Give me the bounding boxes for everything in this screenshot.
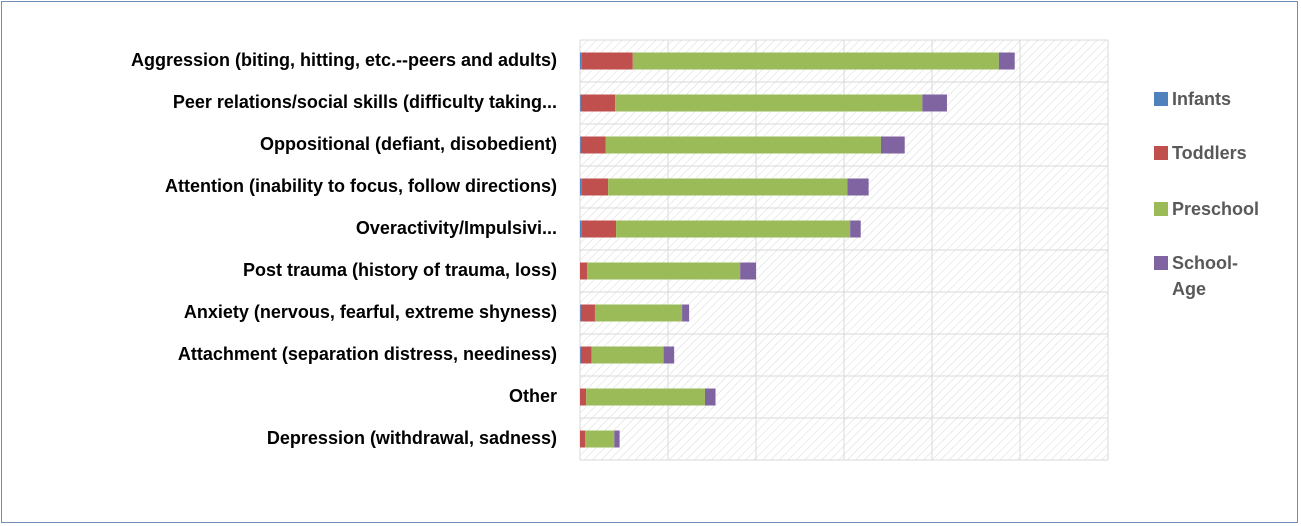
legend-label: Preschool: [1172, 199, 1260, 219]
legend-item: School-Age: [1154, 252, 1244, 302]
category-label: Oppositional (defiant, disobedient): [260, 134, 557, 154]
category-label: Attention (inability to focus, follow di…: [165, 176, 557, 196]
category-label: Overactivity/Impulsivi...: [356, 218, 557, 238]
legend-swatch: [1154, 202, 1168, 216]
bar-segment: [580, 220, 582, 238]
bar-segment: [580, 346, 581, 364]
bar-segment: [581, 220, 617, 238]
bar-segment: [585, 430, 615, 448]
bar-segment: [615, 94, 923, 112]
category-label: Attachment (separation distress, needine…: [178, 344, 557, 364]
bar-segment: [740, 262, 756, 280]
category-label: Aggression (biting, hitting, etc.--peers…: [131, 50, 557, 70]
bar-segment: [580, 346, 592, 364]
legend-swatch: [1154, 146, 1168, 160]
bar-segment: [682, 304, 690, 322]
bar-segment: [922, 94, 947, 112]
bar-segment: [850, 220, 861, 238]
bar-segment: [616, 220, 851, 238]
legend-item: Infants: [1154, 88, 1267, 112]
bar-segment: [580, 52, 582, 70]
bar-segment: [605, 136, 881, 154]
bar-segment: [663, 346, 675, 364]
bar-segment: [580, 94, 581, 112]
bar-segment: [632, 52, 999, 70]
category-label: Other: [509, 386, 557, 406]
category-label: Post trauma (history of trauma, loss): [243, 260, 557, 280]
bar-segment: [580, 304, 595, 322]
bar-segment: [580, 430, 586, 448]
bar-segment: [580, 262, 588, 280]
bar-segment: [608, 178, 848, 196]
legend-label: School-Age: [1172, 253, 1238, 299]
bar-segment: [704, 388, 716, 406]
bar-segment: [614, 430, 620, 448]
bar-segment: [587, 262, 741, 280]
legend-swatch: [1154, 92, 1168, 106]
bar-segment: [581, 178, 609, 196]
bar-segment: [847, 178, 869, 196]
legend-item: Preschool: [1154, 198, 1267, 222]
bar-segment: [581, 52, 633, 70]
legend-label: Toddlers: [1172, 143, 1247, 163]
bar-segment: [586, 388, 705, 406]
bar-segment: [998, 52, 1015, 70]
bar-segment: [580, 304, 581, 322]
bar-segment: [580, 178, 582, 196]
category-label: Depression (withdrawal, sadness): [267, 428, 557, 448]
bar-segment: [580, 388, 587, 406]
category-label: Anxiety (nervous, fearful, extreme shyne…: [184, 302, 557, 322]
bar-segment: [580, 94, 616, 112]
bar-segment: [591, 346, 664, 364]
legend-label: Infants: [1172, 89, 1232, 109]
legend-swatch: [1154, 256, 1168, 270]
legend-item: Toddlers: [1154, 142, 1267, 166]
bar-segment: [580, 136, 606, 154]
bar-segment: [880, 136, 905, 154]
bar-segment: [580, 136, 581, 154]
category-label: Peer relations/social skills (difficulty…: [173, 92, 557, 112]
bar-segment: [594, 304, 683, 322]
